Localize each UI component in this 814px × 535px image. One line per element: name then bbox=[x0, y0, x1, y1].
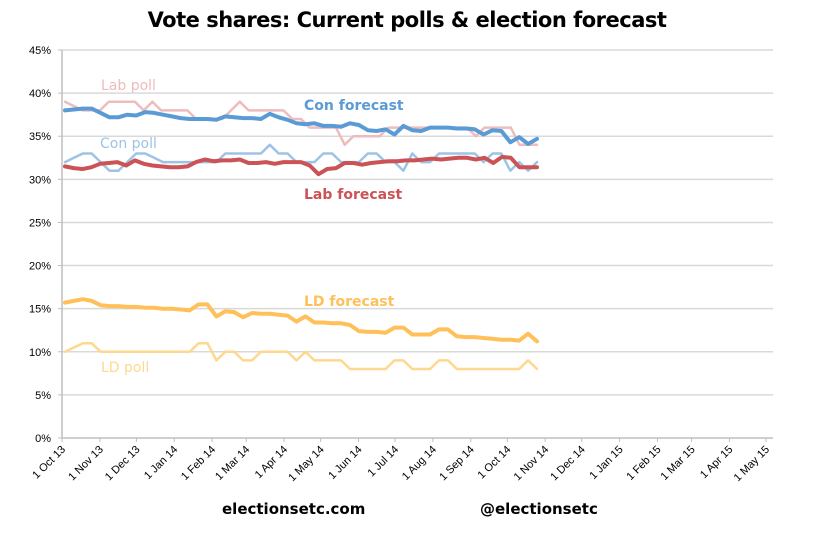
credit-twitter: @electionsetc bbox=[480, 500, 598, 518]
x-tick-label: 1 Jan 15 bbox=[587, 444, 625, 482]
x-tick-label: 1 Sep 14 bbox=[437, 444, 477, 484]
x-tick-label: 1 Feb 15 bbox=[624, 444, 663, 483]
x-tick-label: 1 Jun 14 bbox=[326, 444, 364, 482]
y-tick-label: 35% bbox=[29, 131, 51, 143]
y-tick-label: 30% bbox=[29, 174, 51, 186]
chart-title: Vote shares: Current polls & election fo… bbox=[147, 8, 667, 32]
x-tick-label: 1 Jul 14 bbox=[365, 444, 401, 480]
series-label-con-poll: Con poll bbox=[100, 136, 157, 152]
y-tick-label: 0% bbox=[35, 433, 51, 445]
x-tick-label: 1 Oct 13 bbox=[30, 444, 68, 482]
x-tick-label: 1 Oct 14 bbox=[476, 444, 514, 482]
series-label-lab-poll: Lab poll bbox=[101, 78, 156, 94]
x-tick-label: 1 Apr 14 bbox=[253, 444, 290, 481]
x-tick-label: 1 Apr 15 bbox=[698, 444, 735, 481]
y-tick-label: 40% bbox=[29, 88, 51, 100]
series-line-con-forecast bbox=[63, 106, 539, 146]
x-tick-label: 1 Aug 14 bbox=[400, 444, 439, 483]
x-tick-label: 1 Nov 13 bbox=[66, 444, 106, 484]
x-tick-label: 1 Nov 14 bbox=[512, 444, 552, 484]
y-tick-label: 20% bbox=[29, 261, 51, 273]
y-tick-label: 10% bbox=[29, 347, 51, 359]
x-tick-label: 1 Mar 15 bbox=[659, 444, 698, 483]
x-tick-label: 1 Jan 14 bbox=[142, 444, 180, 482]
x-tick-label: 1 May 14 bbox=[286, 444, 326, 484]
y-tick-label: 15% bbox=[29, 304, 51, 316]
credit-website: electionsetc.com bbox=[222, 500, 366, 518]
y-tick-label: 25% bbox=[29, 217, 51, 229]
x-tick-label: 1 Dec 14 bbox=[548, 444, 588, 484]
series-line-lab-forecast bbox=[63, 154, 539, 177]
series-label-ld-poll: LD poll bbox=[101, 360, 149, 376]
series-label-lab-forecast: Lab forecast bbox=[304, 187, 402, 203]
series-line-ld-forecast bbox=[63, 297, 539, 344]
y-tick-label: 5% bbox=[35, 390, 51, 402]
series-line-ld-poll bbox=[63, 341, 539, 371]
series-label-con-forecast: Con forecast bbox=[304, 98, 404, 114]
x-tick-label: 1 Mar 14 bbox=[213, 444, 252, 483]
x-tick-label: 1 Feb 14 bbox=[179, 444, 218, 483]
x-tick-label: 1 May 15 bbox=[732, 444, 772, 484]
y-tick-label: 45% bbox=[29, 45, 51, 57]
x-tick-label: 1 Dec 13 bbox=[103, 444, 143, 484]
series-label-ld-forecast: LD forecast bbox=[304, 294, 395, 310]
